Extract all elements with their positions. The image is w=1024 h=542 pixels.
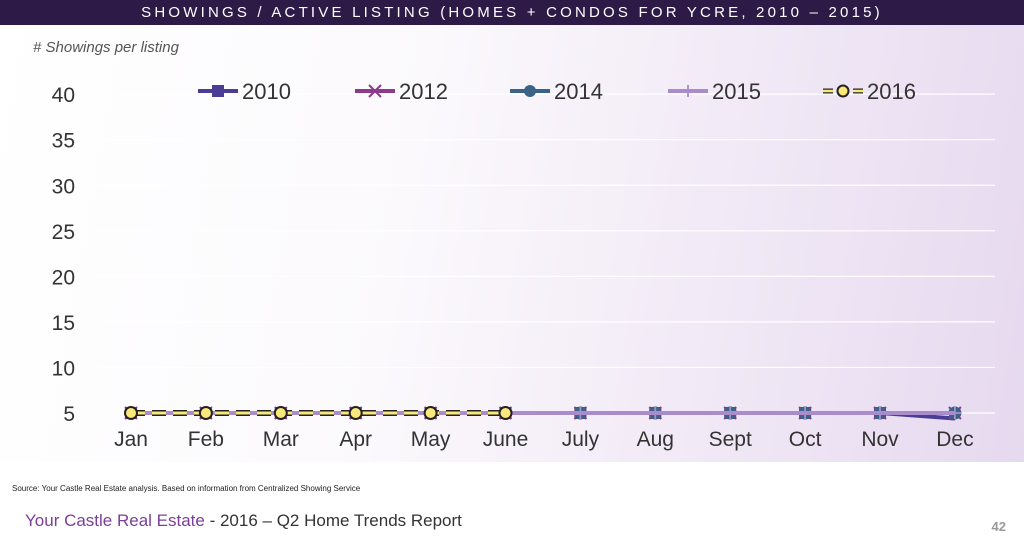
data-point — [423, 406, 438, 420]
data-point — [948, 407, 961, 419]
legend-item-2014: 2014 — [510, 79, 603, 104]
data-point — [498, 406, 513, 420]
y-tick-label: 5 — [63, 403, 75, 426]
y-tick-label: 30 — [52, 175, 75, 198]
x-tick-labels: Jan Feb Mar Apr May June July Aug Sept Oct Nov Dec — [114, 428, 974, 451]
y-axis-label: # Showings per listing — [33, 39, 180, 56]
y-tick-label: 25 — [52, 221, 75, 244]
series-lines — [124, 406, 962, 421]
x-tick-label: July — [562, 428, 600, 451]
x-tick-label: June — [483, 428, 529, 451]
report-footer: Your Castle Real Estate - 2016 – Q2 Home… — [25, 511, 462, 531]
brand-name: Your Castle Real Estate — [25, 511, 205, 530]
grid-lines — [98, 93, 995, 414]
data-point — [212, 85, 224, 97]
legend-label: 2010 — [242, 79, 291, 104]
legend-item-2010: 2010 — [198, 79, 291, 104]
page-number: 42 — [991, 519, 1006, 534]
data-point — [124, 406, 138, 420]
legend-label: 2015 — [712, 79, 761, 104]
series-2015 — [125, 407, 961, 419]
y-tick-label: 20 — [52, 266, 75, 289]
y-tick-label: 10 — [52, 357, 75, 380]
x-tick-label: Oct — [789, 428, 822, 451]
data-point — [273, 406, 288, 420]
x-tick-label: Nov — [861, 428, 899, 451]
x-tick-label: Apr — [339, 428, 372, 451]
y-tick-label: 15 — [52, 312, 75, 335]
x-tick-label: Jan — [114, 428, 148, 451]
x-tick-label: Sept — [709, 428, 752, 451]
y-tick-labels: 5 10 15 20 25 30 35 40 — [52, 84, 75, 426]
data-point — [682, 85, 694, 97]
legend-item-2012: 2012 — [355, 79, 448, 104]
data-point — [836, 84, 850, 98]
legend-label: 2012 — [399, 79, 448, 104]
x-tick-label: Feb — [188, 428, 224, 451]
source-note: Source: Your Castle Real Estate analysis… — [12, 484, 361, 493]
chart-title: SHOWINGS / ACTIVE LISTING (HOMES + CONDO… — [0, 0, 1024, 25]
line-chart: # Showings per listing 5 10 15 20 25 30 35 40 J… — [33, 39, 995, 451]
data-point — [724, 407, 737, 419]
legend-item-2015: 2015 — [668, 79, 761, 104]
legend-label: 2016 — [867, 79, 916, 104]
data-point — [649, 407, 662, 419]
data-point — [574, 407, 587, 419]
plot-background — [0, 25, 1024, 462]
report-title: - 2016 – Q2 Home Trends Report — [204, 511, 462, 530]
series-2016 — [124, 406, 513, 420]
x-tick-label: Mar — [263, 428, 299, 451]
y-tick-label: 35 — [52, 130, 75, 153]
legend: 2010 2012 2014 2015 2016 — [198, 79, 916, 104]
data-point — [524, 85, 536, 97]
data-point — [874, 407, 886, 419]
data-point — [368, 84, 382, 98]
legend-item-2016: 2016 — [823, 79, 916, 104]
y-tick-label: 40 — [52, 84, 75, 107]
data-point — [348, 406, 363, 420]
x-tick-label: May — [411, 428, 451, 451]
data-point — [799, 407, 812, 419]
legend-label: 2014 — [554, 79, 603, 104]
data-point — [198, 406, 213, 420]
x-tick-label: Aug — [637, 428, 674, 451]
x-tick-label: Dec — [936, 428, 973, 451]
